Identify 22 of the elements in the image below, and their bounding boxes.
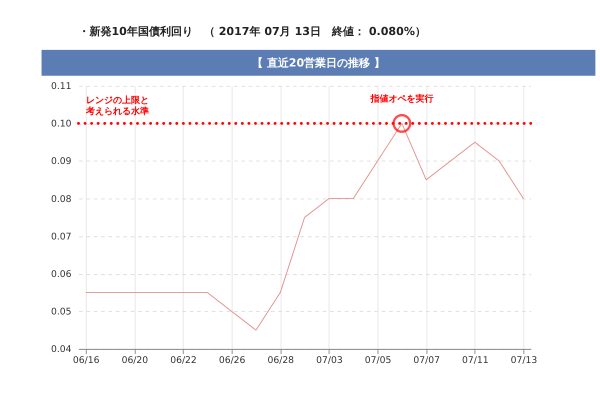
annotation: 指値オペを実行 [369,93,434,104]
x-tick-label: 07/03 [316,355,343,366]
ref-line-label: レンジの上限と考えられる水準 [84,95,149,118]
x-tick-label: 07/07 [413,355,440,366]
x-tick-label: 07/11 [462,355,489,366]
x-tick-label: 06/28 [267,355,294,366]
x-tick-label: 06/16 [72,355,100,366]
x-tick-label: 07/05 [364,355,392,366]
chart-subtitle: 【 直近20営業日の推移 】 [252,56,386,70]
y-tick-label: 0.11 [51,81,72,92]
x-tick-label: 06/20 [122,355,148,366]
y-tick-label: 0.10 [51,118,72,130]
x-tick-label: 06/26 [218,355,246,366]
y-tick-label: 0.06 [51,268,72,280]
y-tick-label: 0.08 [51,194,72,205]
chart-title: ・新発10年国債利回り （ 2017年 07月 13日 終値： 0.080%） [78,25,426,38]
y-tick-label: 0.04 [51,344,72,356]
y-tick-label: 0.05 [51,306,72,318]
y-tick-label: 0.07 [51,231,72,242]
y-tick-label: 0.09 [51,156,72,168]
x-tick-label: 07/13 [510,355,538,366]
x-tick-label: 06/22 [170,355,197,366]
